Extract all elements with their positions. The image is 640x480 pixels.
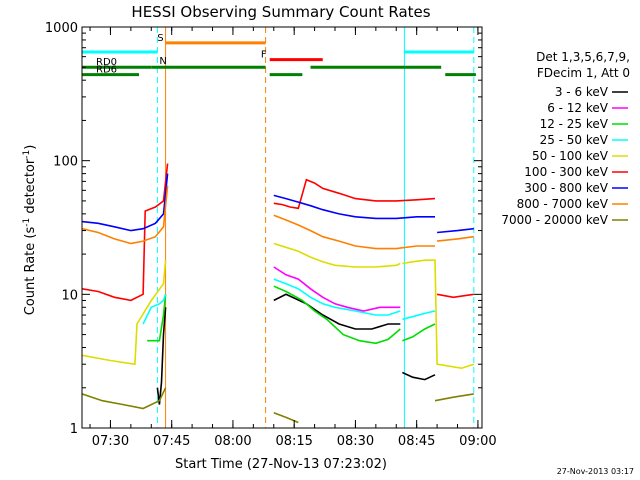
series-line [273,293,401,330]
legend-header-detectors: Det 1,3,5,6,7,9, [536,50,630,64]
series-line [273,194,435,220]
x-tick-label: 08:00 [214,434,251,449]
status-bar-label: N [159,56,166,67]
legend-label: 100 - 300 keV [524,165,608,179]
series-line [402,323,436,342]
series-line [437,235,474,242]
series-line [402,371,436,381]
y-tick-label: 100 [53,155,78,170]
status-bar-label: RD6 [96,65,117,76]
series-line [142,294,167,325]
series-line [82,173,169,232]
axes: 1 10 100 1000 07:30 07:45 08:00 08:15 08:30 08:45… [45,21,497,449]
legend-label: 12 - 25 keV [540,117,609,131]
series-line [402,259,475,370]
series-line [273,178,436,210]
series-line [82,387,167,410]
series-line [273,285,401,345]
x-tick-label: 07:45 [153,434,190,449]
legend-label: 25 - 50 keV [540,133,609,147]
legend-label: 300 - 800 keV [524,181,608,195]
x-tick-label: 08:30 [337,434,374,449]
legend-label: 6 - 12 keV [547,101,609,115]
series-line [434,393,474,402]
x-tick-label: 08:45 [398,434,435,449]
plot-frame [81,26,483,429]
series-line [82,163,169,302]
x-tick-label: 09:00 [459,434,496,449]
data-series [82,163,475,424]
series-line [437,227,474,234]
y-tick-label: 1 [70,422,78,437]
x-tick-label: 08:15 [275,434,312,449]
x-tick-label: 07:30 [92,434,129,449]
legend: Det 1,3,5,6,7,9, FDecim 1, Att 0 3 - 6 k… [501,50,630,227]
status-bar-label: S [157,33,163,44]
status-bar-label: RD0 [96,57,117,68]
series-line [273,214,435,250]
series-line [273,278,401,316]
series-line [273,242,401,268]
y-axis-label: Count Rate (s-1 detector-1) [22,145,38,316]
y-tick-label: 1000 [45,21,78,36]
legend-label: 3 - 6 keV [555,85,609,99]
series-line [273,266,401,312]
series-line [82,185,169,245]
legend-header-decimation: FDecim 1, Att 0 [537,66,630,80]
series-line [436,293,474,299]
series-line [156,307,167,405]
y-tick-label: 10 [61,288,78,303]
series-line [147,294,167,342]
series-line [402,310,436,321]
plot-timestamp: 27-Nov-2013 03:17 [557,467,634,476]
legend-label: 50 - 100 keV [532,149,609,163]
series-line [82,260,167,366]
legend-label: 7000 - 20000 keV [501,213,608,227]
status-bar-label: F [261,50,267,61]
legend-label: 800 - 7000 keV [517,197,609,211]
chart-title: HESSI Observing Summary Count Rates [131,3,430,21]
x-axis-label: Start Time (27-Nov-13 07:23:02) [175,457,387,472]
